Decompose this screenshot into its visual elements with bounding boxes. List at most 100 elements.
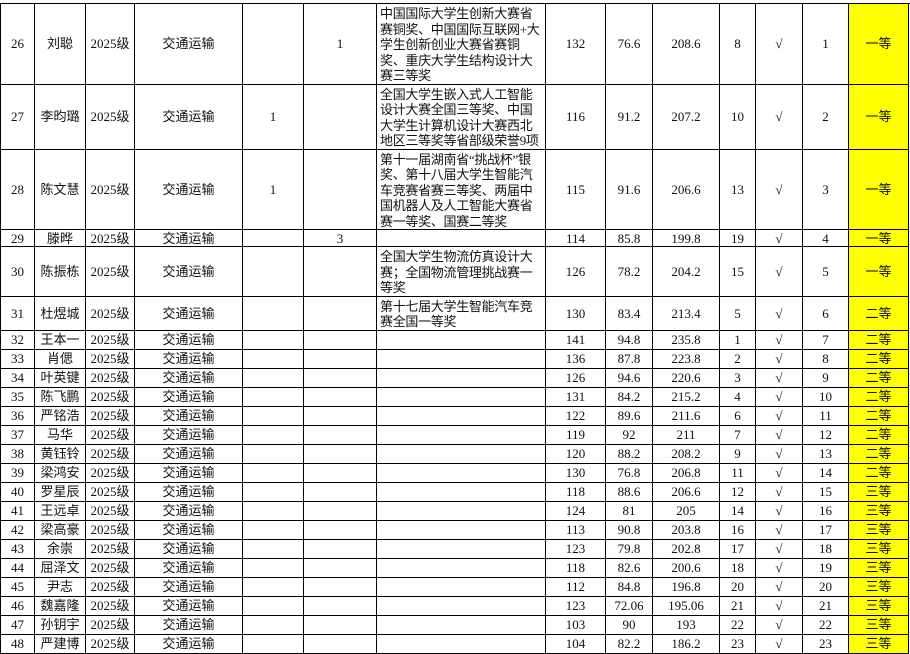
grade-cell[interactable]: 2025级 xyxy=(85,246,135,297)
count-b-cell[interactable] xyxy=(303,405,377,426)
major-cell[interactable]: 交通运输 xyxy=(134,386,243,407)
count-a-cell[interactable] xyxy=(242,386,304,407)
level-cell[interactable]: 三等 xyxy=(848,576,909,597)
level-cell[interactable]: 二等 xyxy=(848,295,909,331)
count-a-cell[interactable] xyxy=(242,443,304,464)
name-cell[interactable]: 罗星辰 xyxy=(34,481,86,502)
check-cell[interactable]: √ xyxy=(755,295,803,331)
rank-cell[interactable]: 7 xyxy=(719,424,756,445)
major-cell[interactable]: 交通运输 xyxy=(134,295,243,331)
count-a-cell[interactable] xyxy=(242,329,304,350)
awards-cell[interactable]: 全国大学生嵌入式人工智能设计大赛全国三等奖、中国大学生计算机设计大赛西北地区三等… xyxy=(376,83,546,150)
check-cell[interactable]: √ xyxy=(755,481,803,502)
final-rank-cell[interactable]: 1 xyxy=(802,3,849,85)
count-b-cell[interactable] xyxy=(303,83,377,150)
major-cell[interactable]: 交通运输 xyxy=(134,367,243,388)
final-rank-cell[interactable]: 3 xyxy=(802,148,849,230)
score-b-cell[interactable]: 79.8 xyxy=(605,538,653,559)
grade-cell[interactable]: 2025级 xyxy=(85,557,135,578)
score-b-cell[interactable]: 82.2 xyxy=(605,633,653,654)
count-b-cell[interactable] xyxy=(303,462,377,483)
score-b-cell[interactable]: 91.6 xyxy=(605,148,653,230)
name-cell[interactable]: 马华 xyxy=(34,424,86,445)
final-rank-cell[interactable]: 16 xyxy=(802,500,849,521)
awards-cell[interactable] xyxy=(376,500,546,521)
check-cell[interactable]: √ xyxy=(755,557,803,578)
total-score-cell[interactable]: 206.8 xyxy=(652,462,720,483)
total-score-cell[interactable]: 235.8 xyxy=(652,329,720,350)
awards-cell[interactable] xyxy=(376,424,546,445)
grade-cell[interactable]: 2025级 xyxy=(85,405,135,426)
major-cell[interactable]: 交通运输 xyxy=(134,576,243,597)
count-a-cell[interactable] xyxy=(242,633,304,654)
grade-cell[interactable]: 2025级 xyxy=(85,538,135,559)
level-cell[interactable]: 二等 xyxy=(848,348,909,369)
score-b-cell[interactable]: 88.2 xyxy=(605,443,653,464)
score-a-cell[interactable]: 123 xyxy=(545,538,606,559)
rank-cell[interactable]: 20 xyxy=(719,576,756,597)
score-a-cell[interactable]: 118 xyxy=(545,557,606,578)
total-score-cell[interactable]: 200.6 xyxy=(652,557,720,578)
grade-cell[interactable]: 2025级 xyxy=(85,83,135,150)
row-number-cell[interactable]: 34 xyxy=(0,367,35,388)
total-score-cell[interactable]: 199.8 xyxy=(652,229,720,247)
final-rank-cell[interactable]: 12 xyxy=(802,424,849,445)
grade-cell[interactable]: 2025级 xyxy=(85,633,135,654)
rank-cell[interactable]: 23 xyxy=(719,633,756,654)
name-cell[interactable]: 陈飞鹏 xyxy=(34,386,86,407)
count-a-cell[interactable] xyxy=(242,348,304,369)
row-number-cell[interactable]: 37 xyxy=(0,424,35,445)
row-number-cell[interactable]: 40 xyxy=(0,481,35,502)
total-score-cell[interactable]: 202.8 xyxy=(652,538,720,559)
name-cell[interactable]: 陈文慧 xyxy=(34,148,86,230)
row-number-cell[interactable]: 27 xyxy=(0,83,35,150)
major-cell[interactable]: 交通运输 xyxy=(134,329,243,350)
count-a-cell[interactable] xyxy=(242,557,304,578)
awards-cell[interactable] xyxy=(376,367,546,388)
score-a-cell[interactable]: 130 xyxy=(545,462,606,483)
name-cell[interactable]: 梁鸿安 xyxy=(34,462,86,483)
rank-cell[interactable]: 15 xyxy=(719,246,756,297)
count-b-cell[interactable] xyxy=(303,614,377,635)
rank-cell[interactable]: 14 xyxy=(719,500,756,521)
count-b-cell[interactable]: 3 xyxy=(303,229,377,247)
total-score-cell[interactable]: 205 xyxy=(652,500,720,521)
rank-cell[interactable]: 12 xyxy=(719,481,756,502)
score-a-cell[interactable]: 124 xyxy=(545,500,606,521)
name-cell[interactable]: 滕晔 xyxy=(34,229,86,247)
level-cell[interactable]: 二等 xyxy=(848,386,909,407)
grade-cell[interactable]: 2025级 xyxy=(85,614,135,635)
name-cell[interactable]: 陈振栋 xyxy=(34,246,86,297)
rank-cell[interactable]: 17 xyxy=(719,538,756,559)
score-a-cell[interactable]: 118 xyxy=(545,481,606,502)
level-cell[interactable]: 一等 xyxy=(848,246,909,297)
count-a-cell[interactable] xyxy=(242,229,304,247)
name-cell[interactable]: 屈泽文 xyxy=(34,557,86,578)
awards-cell[interactable] xyxy=(376,633,546,654)
major-cell[interactable]: 交通运输 xyxy=(134,614,243,635)
level-cell[interactable]: 一等 xyxy=(848,148,909,230)
count-b-cell[interactable] xyxy=(303,519,377,540)
level-cell[interactable]: 三等 xyxy=(848,614,909,635)
count-b-cell[interactable] xyxy=(303,367,377,388)
count-a-cell[interactable] xyxy=(242,295,304,331)
name-cell[interactable]: 王远卓 xyxy=(34,500,86,521)
row-number-cell[interactable]: 33 xyxy=(0,348,35,369)
name-cell[interactable]: 肖偲 xyxy=(34,348,86,369)
score-a-cell[interactable]: 104 xyxy=(545,633,606,654)
major-cell[interactable]: 交通运输 xyxy=(134,246,243,297)
level-cell[interactable]: 二等 xyxy=(848,405,909,426)
rank-cell[interactable]: 18 xyxy=(719,557,756,578)
score-b-cell[interactable]: 94.6 xyxy=(605,367,653,388)
grade-cell[interactable]: 2025级 xyxy=(85,386,135,407)
score-b-cell[interactable]: 82.6 xyxy=(605,557,653,578)
row-number-cell[interactable]: 43 xyxy=(0,538,35,559)
grade-cell[interactable]: 2025级 xyxy=(85,295,135,331)
count-b-cell[interactable] xyxy=(303,443,377,464)
score-b-cell[interactable]: 84.8 xyxy=(605,576,653,597)
awards-cell[interactable] xyxy=(376,538,546,559)
count-b-cell[interactable] xyxy=(303,557,377,578)
row-number-cell[interactable]: 41 xyxy=(0,500,35,521)
awards-cell[interactable] xyxy=(376,462,546,483)
awards-cell[interactable] xyxy=(376,576,546,597)
